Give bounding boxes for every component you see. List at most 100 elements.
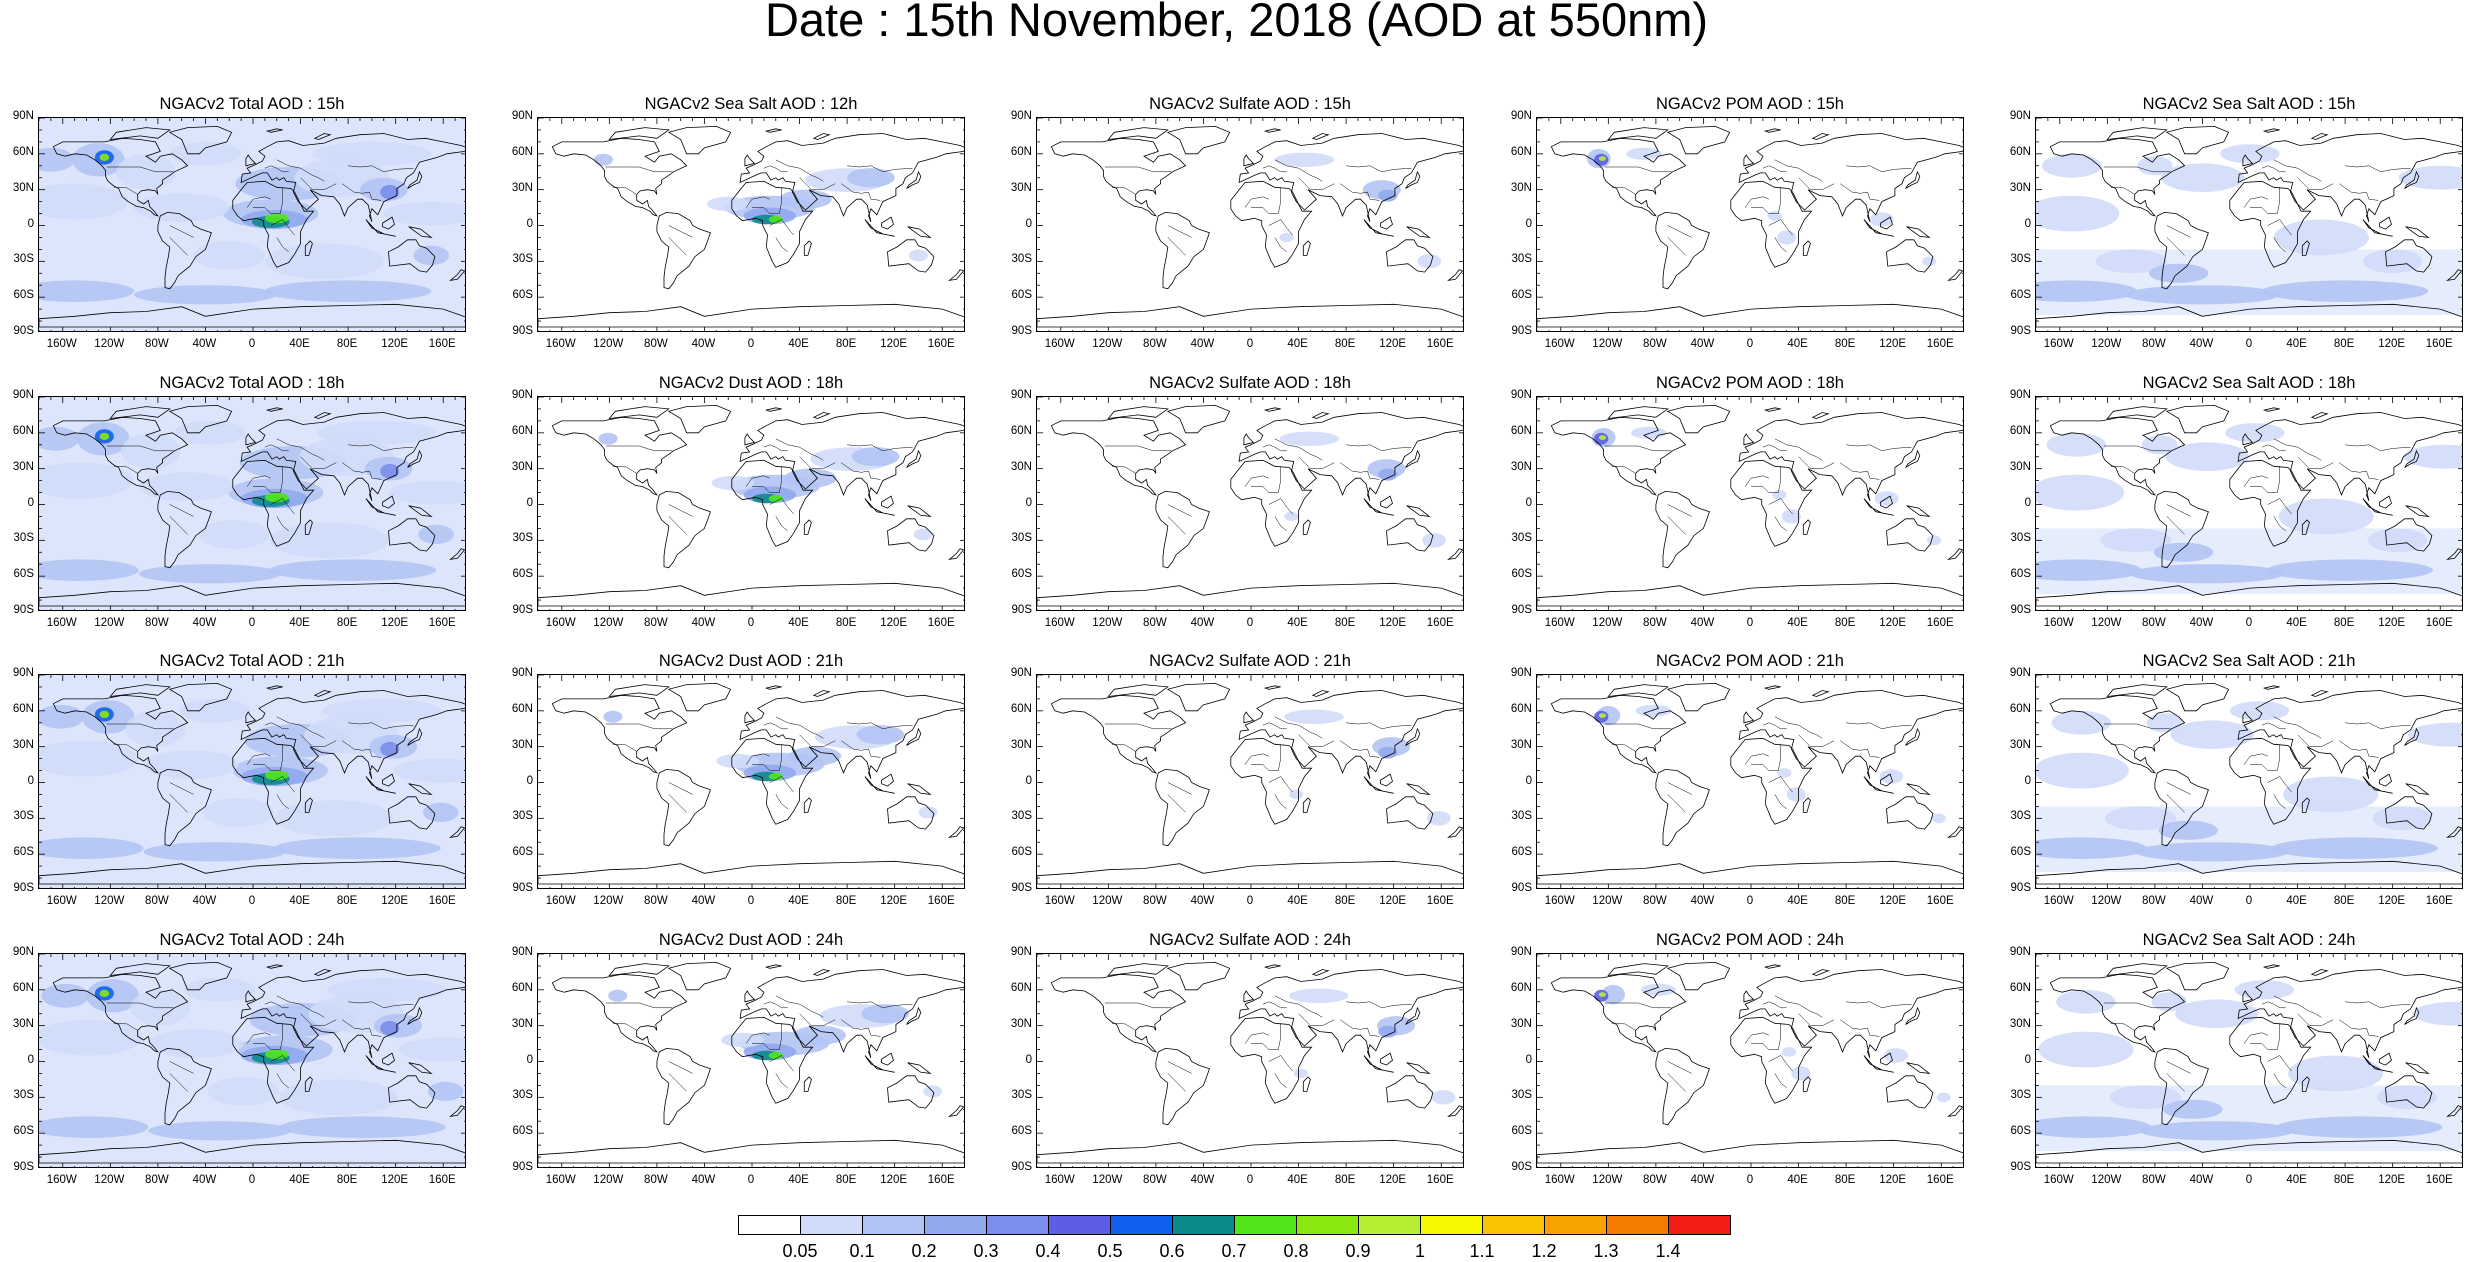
map-plot-area [1536, 953, 1964, 1168]
coastline [168, 404, 233, 434]
latitude-tick-label: 90S [13, 604, 34, 616]
country-border [799, 734, 836, 747]
longitude-tick-label: 80W [644, 338, 668, 350]
latitude-tick-label: 90N [511, 667, 533, 679]
country-border [276, 716, 325, 739]
coastline [667, 125, 732, 155]
latitude-tick-label: 90S [1511, 325, 1532, 337]
coastline [1738, 133, 1963, 223]
country-border [1762, 444, 1787, 452]
latitude-tick-label: 30S [512, 810, 533, 823]
aod-contour [264, 492, 289, 503]
latitude-tick-label: 60S [1511, 1125, 1532, 1138]
aod-contour [711, 475, 755, 491]
aod-contour [1922, 256, 1937, 267]
country-border [1104, 166, 1172, 173]
panel-title: NGACv2 Sea Salt AOD : 12h [644, 95, 858, 113]
latitude-tick-label: 90S [2010, 882, 2031, 894]
aod-contour [138, 564, 282, 584]
panel-title: NGACv2 Total AOD : 15h [159, 95, 345, 113]
coastline [1302, 240, 1311, 256]
map-plot-area [537, 953, 965, 1168]
coastline [948, 269, 964, 282]
coastline [407, 727, 423, 746]
country-border [1774, 995, 1823, 1018]
coastline [1405, 1006, 1421, 1025]
country-border [2339, 462, 2379, 480]
coastline [1447, 826, 1463, 839]
aod-map [538, 675, 964, 888]
longitude-tick-label: 0 [1246, 895, 1254, 907]
latitude-tick-label: 30N [1510, 738, 1532, 751]
aod-contour [2220, 144, 2280, 164]
coastline [906, 449, 922, 468]
country-border [342, 740, 382, 758]
coastline [2229, 737, 2312, 825]
aod-contour [380, 184, 400, 200]
latitude-tick-label: 90N [511, 389, 533, 401]
coastline [2154, 768, 2209, 847]
coastline [449, 548, 465, 561]
country-border [763, 165, 788, 173]
aod-contour [1781, 509, 1801, 524]
country-border [1298, 1013, 1335, 1026]
aod-contour [264, 1049, 289, 1060]
latitude-tick-label: 90N [1010, 946, 1032, 958]
coastline [656, 490, 711, 569]
longitude-tick-label: 80E [2333, 1174, 2355, 1186]
colorbar-tick-label: 1.3 [1593, 1241, 1619, 1261]
coastline [948, 1105, 964, 1118]
longitude-tick-label: 80E [1834, 1174, 1856, 1186]
country-border [1768, 219, 1793, 236]
longitude-tick-label: 120W [1092, 617, 1123, 629]
coastline [538, 1139, 964, 1164]
aod-contour [121, 432, 181, 469]
coastline [304, 797, 313, 813]
country-border [1274, 716, 1323, 739]
coastline [2229, 1016, 2312, 1104]
aod-map [1537, 675, 1963, 888]
coastline [1155, 490, 1210, 569]
country-border [775, 995, 824, 1018]
aod-contour [39, 740, 138, 777]
coastline [168, 961, 233, 991]
aod-contour [279, 1079, 398, 1116]
coastline [2405, 505, 2430, 517]
longitude-tick-label: 160W [1044, 895, 1075, 907]
latitude-tick-label: 90N [12, 110, 34, 122]
coastline [2385, 239, 2433, 273]
aod-contour [2363, 249, 2423, 274]
latitude-tick-label: 60N [12, 145, 34, 158]
coastline [2242, 990, 2254, 1003]
longitude-tick-label: 120E [2378, 895, 2406, 907]
coastline [2404, 1006, 2420, 1025]
coastline [1666, 682, 1731, 712]
aod-map [1037, 675, 1463, 888]
coastline [1550, 137, 1687, 217]
coastline [1302, 519, 1311, 535]
coastline [1811, 133, 1830, 140]
longitude-tick-label: 120E [1879, 1174, 1907, 1186]
aod-contour [2056, 989, 2116, 1014]
longitude-tick-label: 0 [1246, 1174, 1254, 1186]
country-border [612, 1023, 637, 1031]
country-border [1604, 723, 1672, 730]
panel-title: NGACv2 POM AOD : 15h [1656, 95, 1844, 113]
longitude-tick-label: 80W [1143, 1174, 1167, 1186]
coastline [2106, 127, 2168, 141]
coastline [1230, 180, 1313, 268]
aod-contour [2412, 1001, 2462, 1026]
country-border [769, 219, 794, 236]
coastline [2310, 133, 2329, 140]
latitude-tick-label: 30S [13, 253, 34, 266]
coastline [2301, 240, 2310, 256]
country-border [1768, 776, 1793, 793]
latitude-tick-label: 90S [1011, 604, 1032, 616]
coastline [157, 768, 212, 847]
latitude-tick-label: 60S [1011, 568, 1032, 581]
longitude-tick-label: 160W [2043, 1174, 2074, 1186]
country-border [2166, 504, 2191, 517]
longitude-tick-label: 120E [381, 338, 409, 350]
coastline [1886, 518, 1934, 552]
country-border [1667, 237, 1686, 256]
